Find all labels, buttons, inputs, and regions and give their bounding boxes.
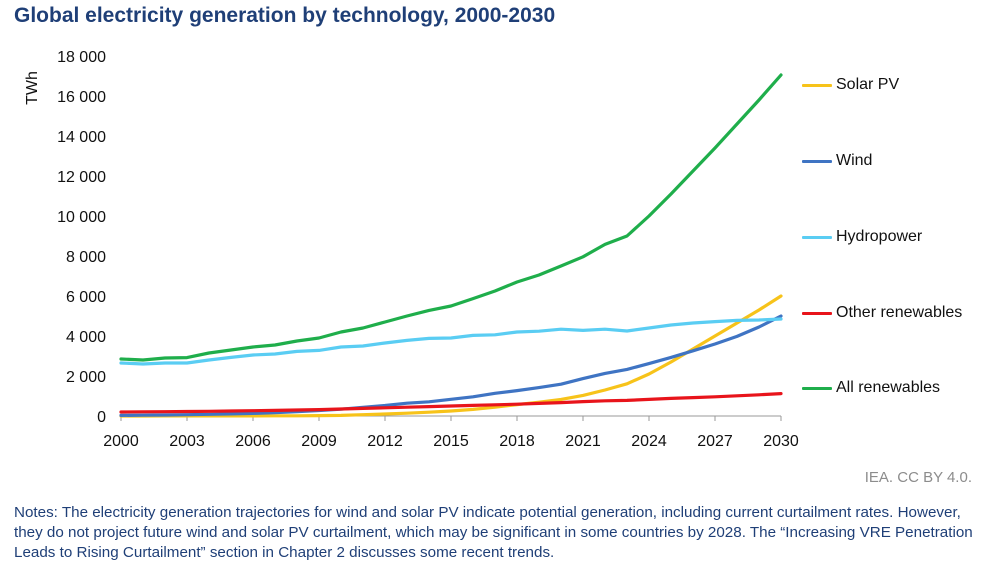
legend-item: Other renewables <box>802 303 962 323</box>
y-axis-label: TWh <box>24 71 41 105</box>
legend-label: Other renewables <box>836 304 963 321</box>
legend-swatch <box>802 386 832 390</box>
series-line-solar-pv <box>119 294 783 418</box>
x-tick-label: 2030 <box>763 433 799 450</box>
legend-swatch <box>802 235 832 239</box>
y-tick-label: 2 000 <box>66 369 106 386</box>
legend: Solar PV Wind Hydropower Other renewables Al… <box>802 0 992 420</box>
legend-swatch <box>802 83 832 87</box>
series-lines <box>119 73 783 418</box>
y-tick-label: 16 000 <box>57 89 106 106</box>
series-line-wind <box>119 314 783 417</box>
x-tick-label: 2003 <box>169 433 205 450</box>
y-tick-label: 14 000 <box>57 129 106 146</box>
legend-label: All renewables <box>836 379 941 396</box>
legend-swatch <box>802 159 832 163</box>
legend-item: All renewables <box>802 378 940 398</box>
y-tick-label: 0 <box>97 409 106 426</box>
source-credit: IEA. CC BY 4.0. <box>864 469 972 486</box>
line-chart: TWh 0 2 000 4 000 6 000 8 000 10 000 12 000 14 … <box>24 49 799 450</box>
legend-label: Hydropower <box>836 228 923 245</box>
series-line-all-renewables <box>119 73 783 362</box>
legend-item: Solar PV <box>802 75 899 95</box>
series-line-hydropower <box>119 317 783 366</box>
legend-item: Hydropower <box>802 227 922 247</box>
x-tick-label: 2021 <box>565 433 601 450</box>
legend-item: Wind <box>802 151 872 171</box>
y-tick-label: 6 000 <box>66 289 106 306</box>
legend-swatch <box>802 311 832 315</box>
x-tick-label: 2024 <box>631 433 667 450</box>
y-tick-labels: 0 2 000 4 000 6 000 8 000 10 000 12 000 14 000 1… <box>57 49 106 426</box>
legend-label: Wind <box>836 152 873 169</box>
y-tick-label: 18 000 <box>57 49 106 66</box>
x-tick-label: 2000 <box>103 433 139 450</box>
notes-block: Notes: The electricity generation trajec… <box>14 503 989 563</box>
x-tick-label: 2006 <box>235 433 271 450</box>
y-tick-label: 4 000 <box>66 329 106 346</box>
y-tick-label: 8 000 <box>66 249 106 266</box>
x-tick-label: 2027 <box>697 433 733 450</box>
y-tick-label: 10 000 <box>57 209 106 226</box>
chart-title: Global electricity generation by technol… <box>14 4 556 27</box>
y-tick-label: 12 000 <box>57 169 106 186</box>
x-tick-label: 2009 <box>301 433 337 450</box>
legend-label: Solar PV <box>836 76 900 93</box>
x-tick-label: 2012 <box>367 433 403 450</box>
y-axis-label-group: TWh <box>24 71 41 105</box>
x-tick-label: 2015 <box>433 433 469 450</box>
series-line-other-renewables <box>119 392 783 414</box>
notes-text: Notes: The electricity generation trajec… <box>14 504 973 561</box>
x-tick-label: 2018 <box>499 433 535 450</box>
x-tick-labels: 2000 2003 2006 2009 2012 2015 2018 2021 2024 2027… <box>103 433 799 450</box>
